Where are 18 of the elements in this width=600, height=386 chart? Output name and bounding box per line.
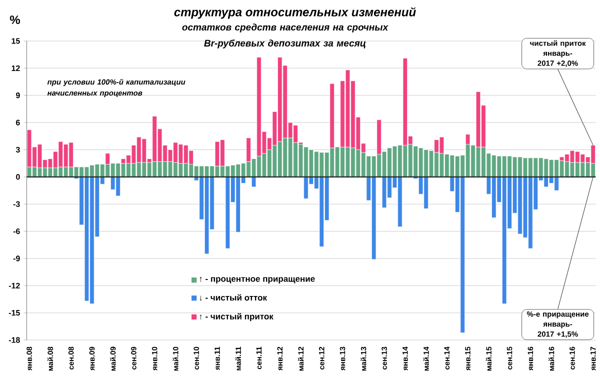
y-axis-title: %: [10, 16, 20, 24]
y-tick-label: 6: [16, 120, 20, 126]
y-tick-label: -6: [13, 228, 20, 234]
y-tick-label: -3: [13, 201, 20, 207]
y-tick-label: 3: [16, 146, 20, 153]
y-tick-label: -15: [8, 310, 20, 316]
chart-title: структура относительных изменений: [174, 7, 416, 19]
legend-label: ↑ - чистый приток: [200, 313, 274, 322]
chart-subtitle: остатков средств населения на срочных Br-рублевых депозитах за месяц: [182, 24, 388, 48]
legend-label: ↑ - процентное приращение: [200, 276, 315, 284]
y-tick-label: -12: [8, 282, 20, 288]
y-tick-label: -9: [13, 256, 20, 262]
y-tick-label: 9: [16, 92, 20, 98]
legend-label: ↓ - чистый отток: [200, 294, 268, 301]
y-tick-label: 15: [12, 38, 20, 44]
y-tick-label: -18: [8, 337, 20, 343]
y-tick-label: 12: [12, 65, 20, 71]
y-tick-label: 0: [16, 174, 20, 180]
